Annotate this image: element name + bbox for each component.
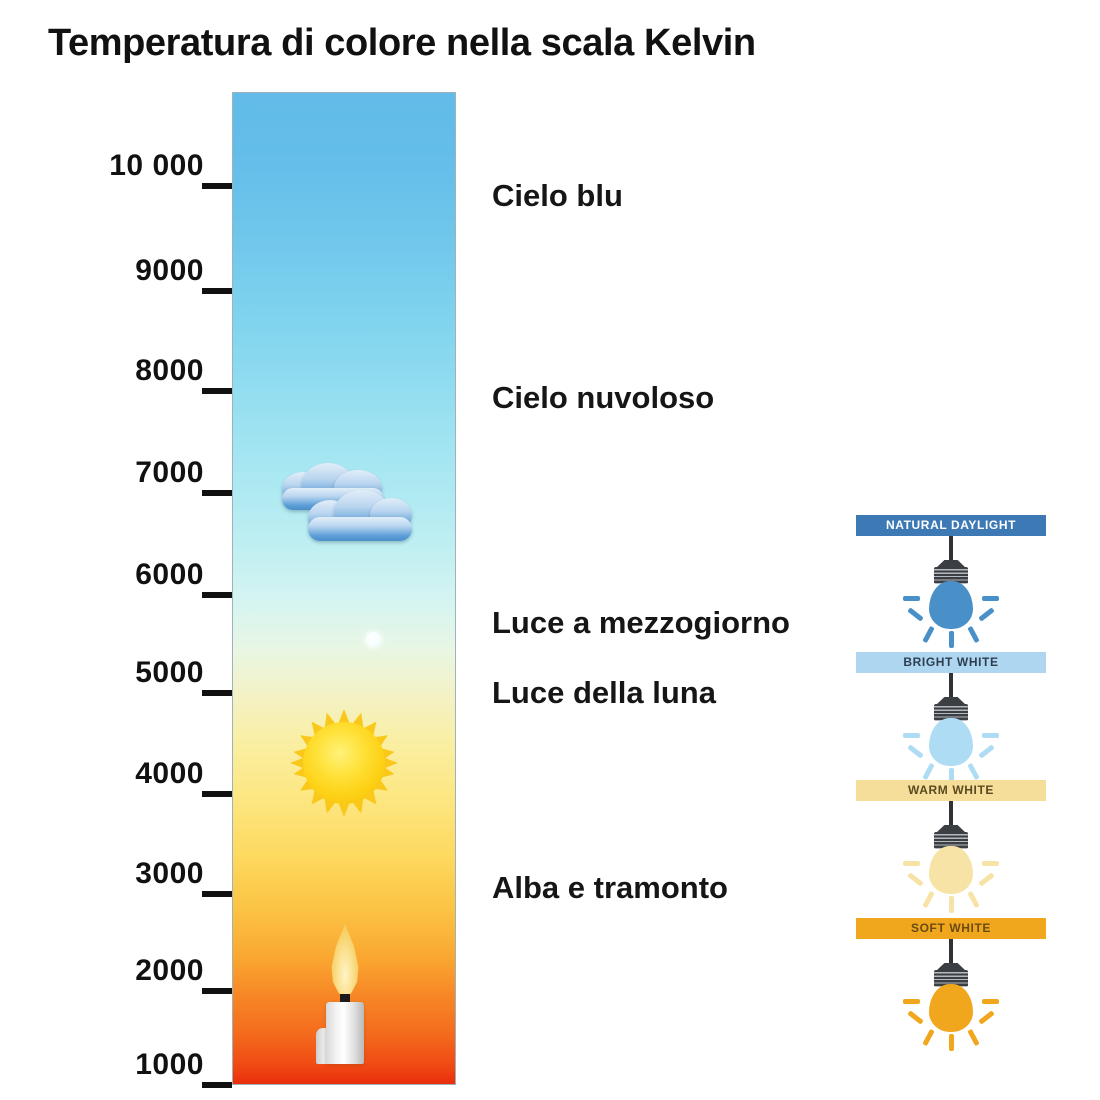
bulb-card-warm-white: WARM WHITE	[856, 780, 1046, 913]
scene-label-cielo-blu: Cielo blu	[492, 178, 623, 213]
tick-mark	[202, 891, 232, 897]
axis-label: 8000	[135, 354, 204, 387]
bulb-band-label: WARM WHITE	[856, 780, 1046, 801]
scene-label-cielo-nuvoloso: Cielo nuvoloso	[492, 380, 715, 415]
light-bulb-icon	[901, 939, 1001, 1051]
tick-mark	[202, 791, 232, 797]
axis-label: 5000	[135, 656, 204, 689]
light-bulb-icon	[901, 801, 1001, 913]
candle-body	[326, 1002, 364, 1064]
axis-label: 3000	[135, 857, 204, 890]
bulb-card-bright-white: BRIGHT WHITE	[856, 652, 1046, 785]
axis-label: 4000	[135, 757, 204, 790]
light-bulb-icon	[901, 536, 1001, 648]
tick-mark	[202, 690, 232, 696]
bulb-band-label: BRIGHT WHITE	[856, 652, 1046, 673]
sun-disc	[303, 722, 385, 804]
moon-icon	[366, 632, 381, 647]
axis-label: 6000	[135, 558, 204, 591]
kelvin-gradient-bar	[232, 92, 456, 1085]
tick-mark	[202, 988, 232, 994]
bulb-card-natural-daylight: NATURAL DAYLIGHT	[856, 515, 1046, 648]
page-title: Temperatura di colore nella scala Kelvin	[48, 22, 756, 64]
cloud-icon	[280, 462, 412, 544]
candle-icon	[310, 924, 380, 1064]
tick-mark	[202, 183, 232, 189]
axis-label: 9000	[135, 254, 204, 287]
candle-wick	[340, 994, 350, 1003]
light-bulb-icon	[901, 673, 1001, 785]
scene-label-luce-a-mezzogiorno: Luce a mezzogiorno	[492, 605, 790, 640]
bulb-band-label: NATURAL DAYLIGHT	[856, 515, 1046, 536]
axis-label: 10 000	[109, 149, 204, 182]
bulb-card-soft-white: SOFT WHITE	[856, 918, 1046, 1051]
bulb-legend: NATURAL DAYLIGHT BRIGHT WHITE	[856, 515, 1046, 1080]
bulb-band-label: SOFT WHITE	[856, 918, 1046, 939]
kelvin-axis: 10 000 9000 8000 7000 6000 5000 4000 300…	[0, 0, 232, 1100]
tick-mark	[202, 388, 232, 394]
axis-label: 1000	[135, 1048, 204, 1081]
tick-mark	[202, 1082, 232, 1088]
tick-mark	[202, 490, 232, 496]
tick-mark	[202, 592, 232, 598]
scene-label-alba-e-tramonto: Alba e tramonto	[492, 870, 728, 905]
sun-rays-icon	[290, 709, 398, 817]
candle-flame-icon	[331, 924, 359, 998]
sun-icon	[290, 709, 398, 817]
tick-mark	[202, 288, 232, 294]
axis-label: 7000	[135, 456, 204, 489]
scene-label-luce-della-luna: Luce della luna	[492, 675, 716, 710]
axis-label: 2000	[135, 954, 204, 987]
kelvin-scale	[232, 92, 456, 1085]
